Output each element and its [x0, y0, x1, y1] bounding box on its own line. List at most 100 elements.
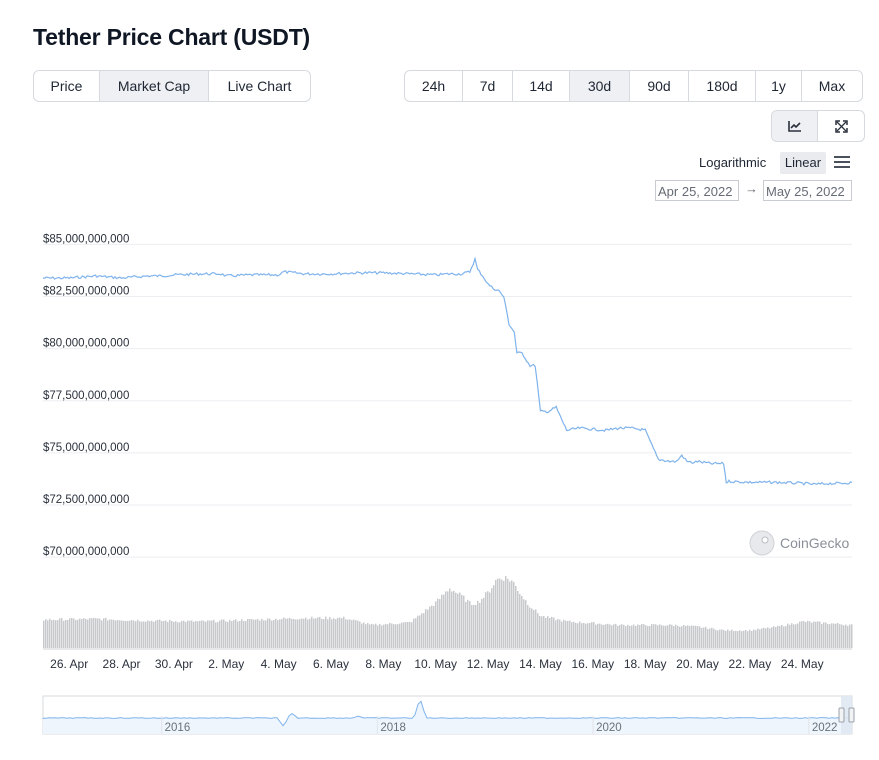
date-to-input[interactable]: May 25, 2022 — [763, 180, 852, 201]
logarithmic-toggle[interactable]: Logarithmic — [699, 155, 767, 170]
volume-bar — [731, 629, 733, 648]
range-30d[interactable]: 30d — [570, 71, 630, 101]
volume-bar — [665, 625, 667, 648]
range-24h[interactable]: 24h — [405, 71, 463, 101]
y-tick-label: $72,500,000,000 — [43, 494, 129, 506]
volume-bar — [385, 623, 387, 648]
volume-bar — [469, 601, 471, 648]
volume-bar — [275, 618, 277, 648]
volume-bar — [79, 618, 81, 648]
volume-bar — [61, 618, 63, 648]
navigator-selection[interactable] — [841, 696, 852, 734]
volume-bar — [715, 630, 717, 648]
linear-toggle[interactable]: Linear — [780, 152, 826, 174]
volume-bar — [437, 598, 439, 648]
volume-bar — [439, 599, 441, 648]
range-navigator[interactable]: 2016 2018 2020 2022 — [42, 695, 855, 735]
navigator-tick-label: 2016 — [165, 722, 191, 734]
volume-bar — [371, 623, 373, 648]
volume-bar — [681, 626, 683, 648]
volume-bar — [231, 621, 233, 648]
volume-bar — [75, 620, 77, 648]
volume-bar — [295, 619, 297, 648]
volume-bar — [319, 616, 321, 648]
volume-bar — [819, 621, 821, 648]
volume-bar — [567, 621, 569, 648]
volume-bar — [825, 622, 827, 648]
volume-bar — [113, 619, 115, 648]
volume-bar — [609, 624, 611, 648]
range-90d[interactable]: 90d — [630, 71, 689, 101]
volume-bar — [433, 606, 435, 648]
volume-bar — [805, 622, 807, 648]
navigator-handle-right[interactable] — [848, 707, 855, 723]
volume-bar — [443, 594, 445, 648]
x-tick-label: 24. May — [781, 657, 824, 671]
x-tick-label: 14. May — [519, 657, 562, 671]
volume-bar — [153, 621, 155, 648]
volume-bar — [847, 625, 849, 648]
date-from-input[interactable]: Apr 25, 2022 — [655, 180, 739, 201]
volume-bar — [149, 621, 151, 648]
volume-bar — [133, 620, 135, 648]
navigator-handle-left[interactable] — [838, 707, 845, 723]
volume-bar — [727, 629, 729, 648]
volume-bar — [145, 621, 147, 648]
volume-bar — [345, 619, 347, 648]
volume-bar — [263, 620, 265, 648]
fullscreen-icon — [834, 119, 848, 133]
range-180d[interactable]: 180d — [689, 71, 756, 101]
volume-bar — [201, 620, 203, 648]
volume-bar — [163, 620, 165, 648]
volume-bar — [673, 626, 675, 648]
volume-bar — [625, 626, 627, 648]
volume-bar — [635, 626, 637, 648]
volume-bar — [827, 623, 829, 648]
volume-bar — [637, 624, 639, 648]
volume-bar — [389, 622, 391, 648]
volume-bar — [287, 618, 289, 648]
volume-bar — [123, 620, 125, 648]
tab-market-cap[interactable]: Market Cap — [100, 71, 209, 101]
volume-bar — [691, 625, 693, 648]
fullscreen-button[interactable] — [818, 111, 864, 141]
volume-bar — [821, 623, 823, 648]
chart-tools — [771, 110, 865, 142]
date-range-arrow: → — [745, 181, 758, 196]
volume-bar — [703, 627, 705, 648]
volume-bar — [747, 631, 749, 648]
volume-bar — [623, 624, 625, 648]
menu-icon[interactable] — [834, 155, 850, 169]
tab-live-chart[interactable]: Live Chart — [227, 78, 292, 94]
range-14d[interactable]: 14d — [513, 71, 570, 101]
volume-bar — [207, 620, 209, 648]
volume-bar — [355, 620, 357, 648]
volume-bar — [101, 620, 103, 648]
volume-bar — [655, 624, 657, 648]
range-7d[interactable]: 7d — [463, 71, 513, 101]
range-1y[interactable]: 1y — [756, 71, 802, 101]
volume-bar — [73, 618, 75, 648]
volume-bar — [315, 618, 317, 648]
volume-bar — [273, 620, 275, 648]
volume-bar — [617, 625, 619, 648]
volume-bar — [851, 624, 853, 648]
volume-bar — [411, 622, 413, 648]
volume-bar — [269, 618, 271, 648]
volume-bar — [151, 620, 153, 648]
volume-bar — [375, 623, 377, 648]
volume-bar — [835, 623, 837, 648]
volume-bar — [187, 620, 189, 648]
volume-bar — [219, 620, 221, 648]
volume-bar — [255, 619, 257, 648]
y-tick-label: $80,000,000,000 — [43, 338, 129, 350]
line-chart-button[interactable] — [772, 111, 818, 141]
volume-bar — [739, 630, 741, 648]
volume-bar — [579, 621, 581, 648]
volume-bar — [259, 620, 261, 648]
y-tick-label: $85,000,000,000 — [43, 233, 129, 245]
x-axis-labels: 26. Apr 28. Apr 30. Apr 2. May 4. May 6. May 8… — [50, 657, 823, 671]
volume-bar — [839, 624, 841, 648]
tab-price[interactable]: Price — [34, 71, 100, 101]
range-max[interactable]: Max — [818, 78, 846, 94]
